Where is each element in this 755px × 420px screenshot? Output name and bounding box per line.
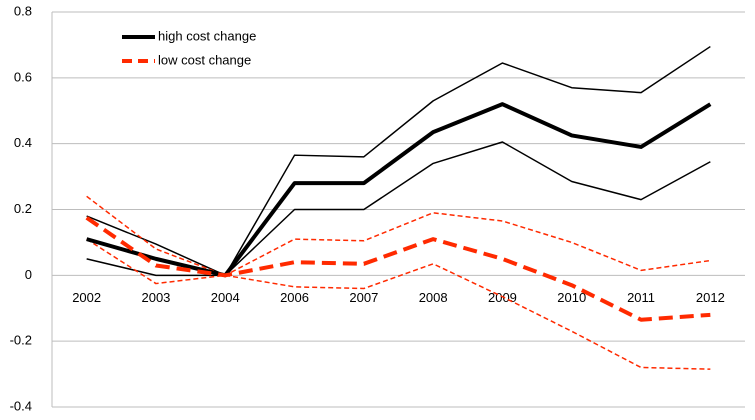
x-tick-label: 2004 [211, 290, 240, 305]
x-tick-label: 2008 [419, 290, 448, 305]
series-line [86, 102, 712, 278]
x-tick-label: 2003 [141, 290, 170, 305]
y-tick-label: -0.2 [10, 333, 32, 348]
series-line [85, 216, 711, 322]
x-tick-label: 2002 [72, 290, 101, 305]
series-line [86, 45, 711, 277]
y-tick-label: 0.2 [14, 201, 32, 216]
y-tick-label: 0 [25, 267, 32, 282]
x-tick-label: 2006 [280, 290, 309, 305]
y-tick-label: 0.6 [14, 69, 32, 84]
x-tick-label: 2012 [696, 290, 725, 305]
legend-label: high cost change [158, 28, 256, 43]
x-tick-label: 2010 [557, 290, 586, 305]
series-line [86, 195, 711, 277]
x-tick-label: 2011 [627, 290, 655, 305]
x-tick-label: 2007 [349, 290, 378, 305]
series-line [86, 238, 711, 370]
y-tick-label: 0.4 [14, 135, 32, 150]
legend-label: low cost change [158, 52, 251, 67]
y-tick-label: 0.8 [14, 3, 32, 18]
y-tick-label: -0.4 [10, 398, 32, 413]
series-line [86, 141, 711, 277]
